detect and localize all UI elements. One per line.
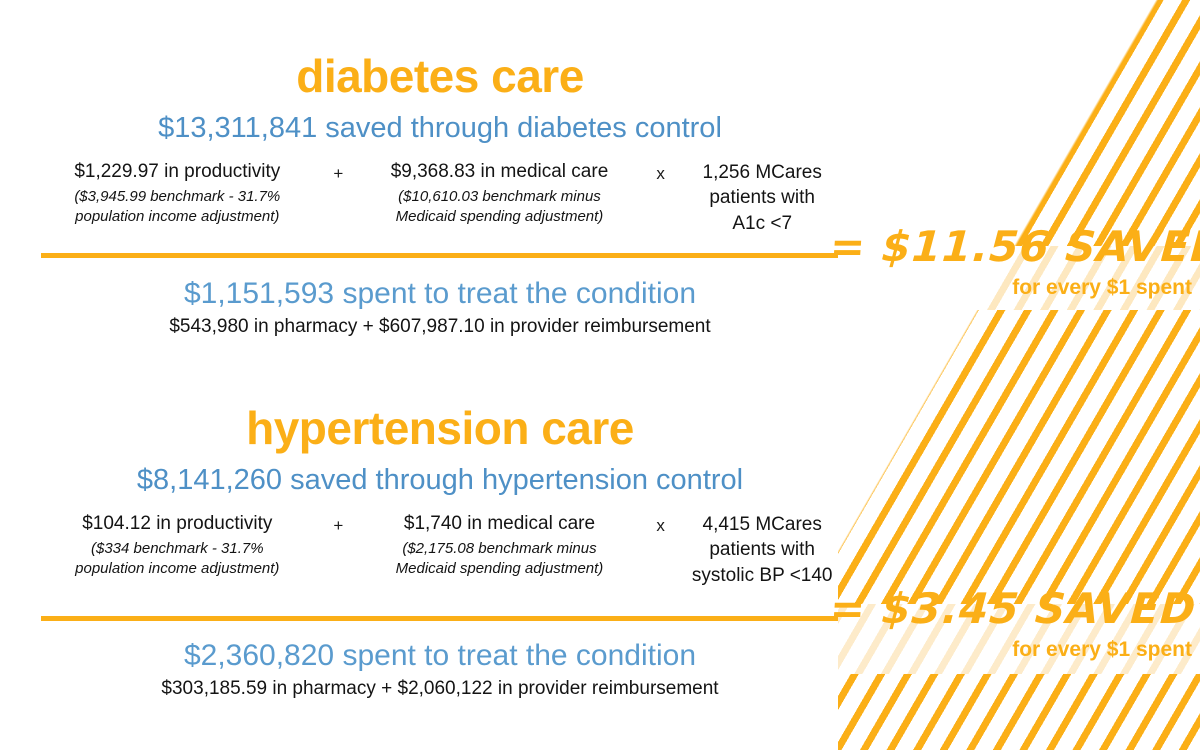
diabetes-productivity-term: $1,229.97 in productivity ($3,945.99 ben…: [40, 160, 315, 227]
diabetes-divider-rule: [41, 253, 838, 258]
hypertension-productivity-note: ($334 benchmark - 31.7% population incom…: [40, 539, 315, 578]
hypertension-productivity-note-line1: ($334 benchmark - 31.7%: [90, 540, 264, 558]
hypertension-roi-callout: = $3.45 SAVED for every $1 spent: [828, 584, 1198, 661]
diabetes-productivity-note: ($3,945.99 benchmark - 31.7% population …: [40, 187, 315, 226]
diabetes-medical-note: ($10,610.03 benchmark minus Medicaid spe…: [362, 187, 637, 226]
diabetes-formula: $1,229.97 in productivity ($3,945.99 ben…: [0, 160, 880, 237]
diabetes-medical-value: $9,368.83 in medical care: [390, 160, 609, 182]
hypertension-savings-headline: $8,141,260 saved through hypertension co…: [136, 464, 744, 497]
hypertension-productivity-note-line2: population income adjustment): [75, 559, 280, 577]
hypertension-patient-count-line2: patients with: [709, 539, 815, 561]
diabetes-patient-count-line2: patients with: [709, 187, 815, 209]
hypertension-spent-breakdown: $303,185.59 in pharmacy + $2,060,122 in …: [161, 678, 719, 699]
hypertension-divider-rule: [41, 616, 838, 621]
hypertension-section-title: hypertension care: [246, 402, 634, 454]
diabetes-savings-headline: $13,311,841 saved through diabetes contr…: [158, 112, 722, 145]
diabetes-section-title: diabetes care: [296, 50, 584, 102]
diabetes-spent-breakdown: $543,980 in pharmacy + $607,987.10 in pr…: [169, 316, 711, 337]
hypertension-roi-amount: = $3.45 SAVED: [828, 584, 1198, 633]
hypertension-productivity-value: $104.12 in productivity: [82, 512, 273, 534]
diabetes-roi-caption: for every $1 spent: [1012, 276, 1192, 299]
diabetes-medical-term: $9,368.83 in medical care ($10,610.03 be…: [362, 160, 637, 227]
diabetes-patient-count-term: 1,256 MCares patients with A1c <7: [684, 160, 840, 237]
hypertension-medical-note: ($2,175.08 benchmark minus Medicaid spen…: [362, 539, 637, 578]
section-hypertension: hypertension care $8,141,260 saved throu…: [0, 404, 880, 589]
diabetes-productivity-value: $1,229.97 in productivity: [74, 160, 281, 182]
hypertension-roi-caption: for every $1 spent: [1012, 638, 1192, 661]
diabetes-patient-count-line3: A1c <7: [732, 212, 793, 234]
diabetes-plus-operator: +: [333, 163, 344, 183]
diabetes-patient-count-line1: 1,256 MCares: [702, 161, 822, 183]
diabetes-medical-note-line2: Medicaid spending adjustment): [395, 207, 604, 225]
diabetes-medical-note-line1: ($10,610.03 benchmark minus: [398, 188, 601, 206]
hypertension-productivity-term: $104.12 in productivity ($334 benchmark …: [40, 512, 315, 579]
hypertension-medical-term: $1,740 in medical care ($2,175.08 benchm…: [362, 512, 637, 579]
hypertension-plus-operator: +: [333, 515, 344, 535]
section-diabetes: diabetes care $13,311,841 saved through …: [0, 52, 880, 237]
diabetes-roi-callout: = $11.56 SAVED for every $1 spent: [828, 222, 1200, 299]
hypertension-medical-value: $1,740 in medical care: [403, 512, 596, 534]
hypertension-patient-count-line3: systolic BP <140: [691, 564, 833, 586]
hypertension-formula: $104.12 in productivity ($334 benchmark …: [0, 512, 880, 589]
hypertension-spent-headline: $2,360,820 spent to treat the condition: [183, 639, 697, 672]
hypertension-patient-count-line1: 4,415 MCares: [702, 513, 822, 535]
diabetes-roi-amount: = $11.56 SAVED: [828, 222, 1200, 271]
hypertension-spent-block: $2,360,820 spent to treat the condition …: [0, 638, 880, 701]
diabetes-times-operator: x: [656, 163, 665, 183]
diabetes-productivity-note-line2: population income adjustment): [75, 207, 280, 225]
diabetes-productivity-note-line1: ($3,945.99 benchmark - 31.7%: [74, 188, 281, 206]
hypertension-medical-note-line2: Medicaid spending adjustment): [395, 559, 604, 577]
hypertension-times-operator: x: [656, 515, 665, 535]
diabetes-spent-headline: $1,151,593 spent to treat the condition: [183, 277, 697, 310]
hypertension-medical-note-line1: ($2,175.08 benchmark minus: [402, 540, 597, 558]
hypertension-patient-count-term: 4,415 MCares patients with systolic BP <…: [684, 512, 840, 589]
diabetes-spent-block: $1,151,593 spent to treat the condition …: [0, 276, 880, 339]
